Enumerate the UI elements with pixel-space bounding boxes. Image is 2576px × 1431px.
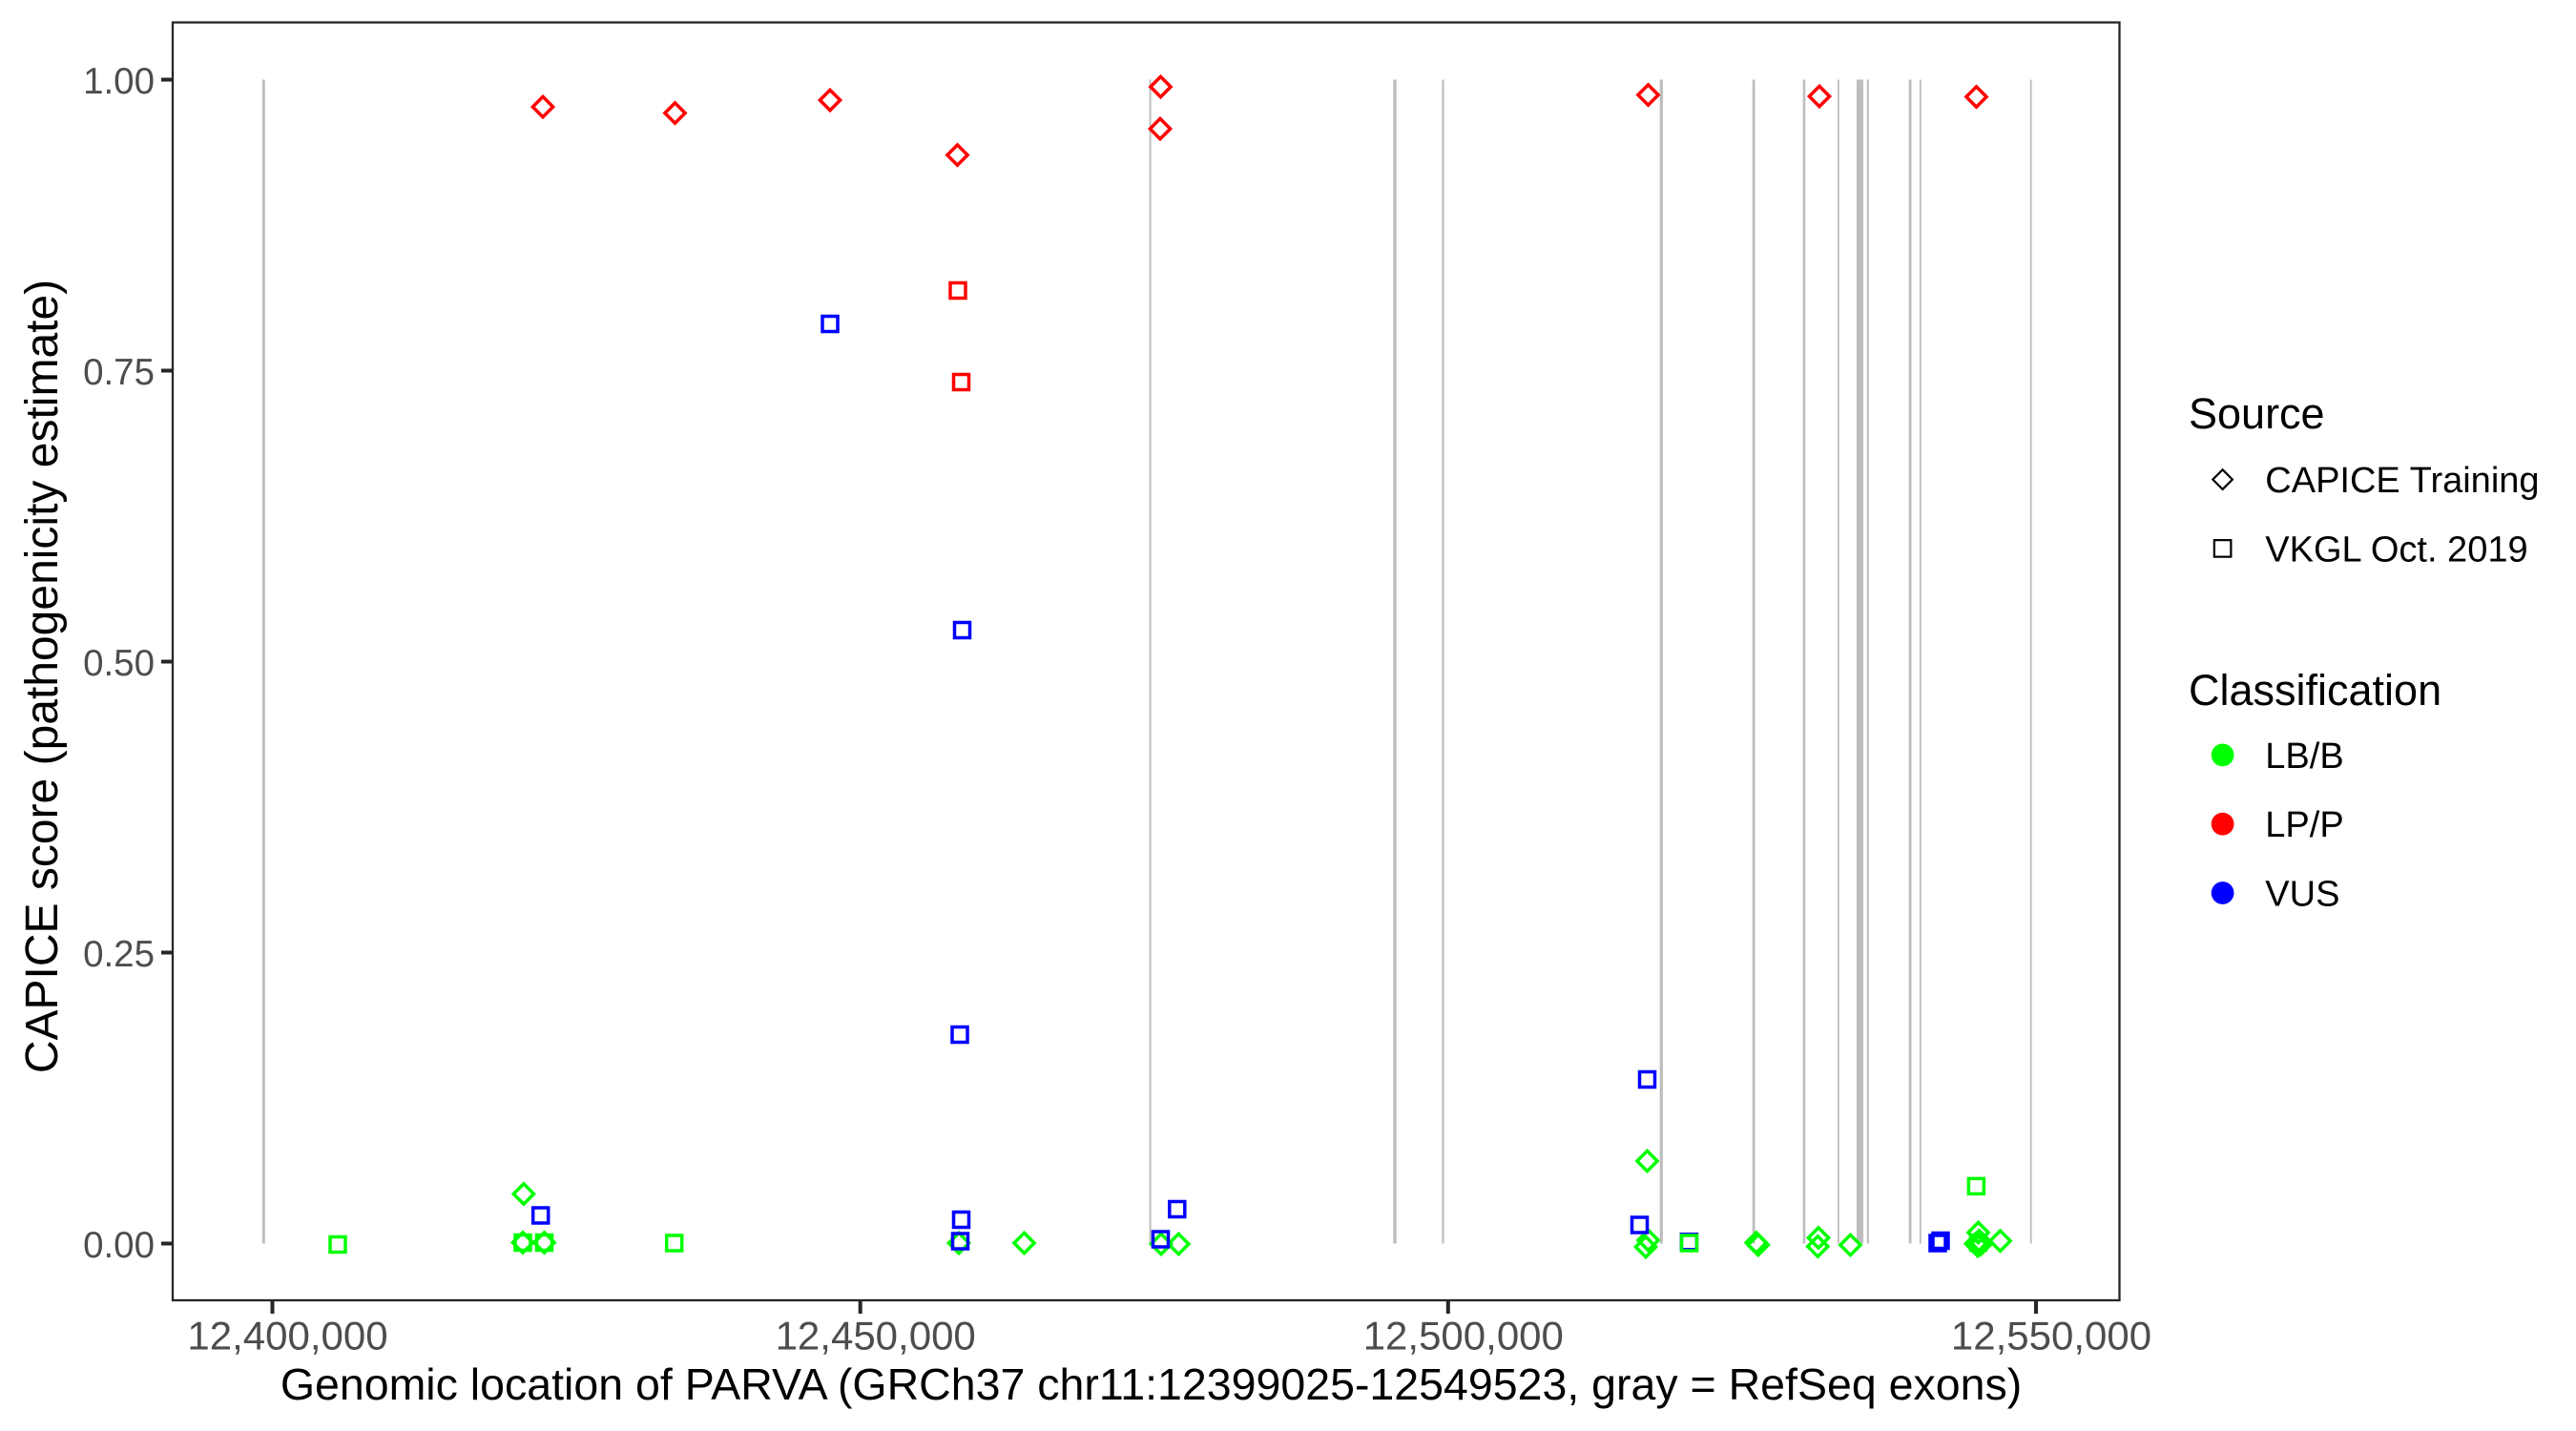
svg-text:Source: Source bbox=[2189, 389, 2325, 438]
svg-text:1.00: 1.00 bbox=[83, 61, 155, 102]
svg-text:12,500,000: 12,500,000 bbox=[1363, 1314, 1564, 1358]
svg-text:0.50: 0.50 bbox=[83, 643, 155, 684]
svg-text:VUS: VUS bbox=[2265, 875, 2339, 915]
svg-text:CAPICE Training: CAPICE Training bbox=[2265, 461, 2539, 501]
svg-text:LB/B: LB/B bbox=[2265, 736, 2343, 777]
svg-text:0.25: 0.25 bbox=[83, 934, 155, 975]
svg-text:0.00: 0.00 bbox=[83, 1225, 155, 1266]
svg-text:0.75: 0.75 bbox=[83, 352, 155, 393]
svg-text:12,450,000: 12,450,000 bbox=[776, 1314, 976, 1358]
svg-text:12,550,000: 12,550,000 bbox=[1951, 1314, 2151, 1358]
svg-text:VKGL Oct. 2019: VKGL Oct. 2019 bbox=[2265, 529, 2527, 570]
svg-text:Classification: Classification bbox=[2189, 666, 2441, 715]
svg-text:Genomic location of PARVA (GRC: Genomic location of PARVA (GRCh37 chr11:… bbox=[280, 1359, 2022, 1409]
svg-text:LP/P: LP/P bbox=[2265, 805, 2343, 845]
svg-text:CAPICE score (pathogenicity es: CAPICE score (pathogenicity estimate) bbox=[17, 280, 68, 1073]
svg-text:12,400,000: 12,400,000 bbox=[187, 1314, 387, 1358]
